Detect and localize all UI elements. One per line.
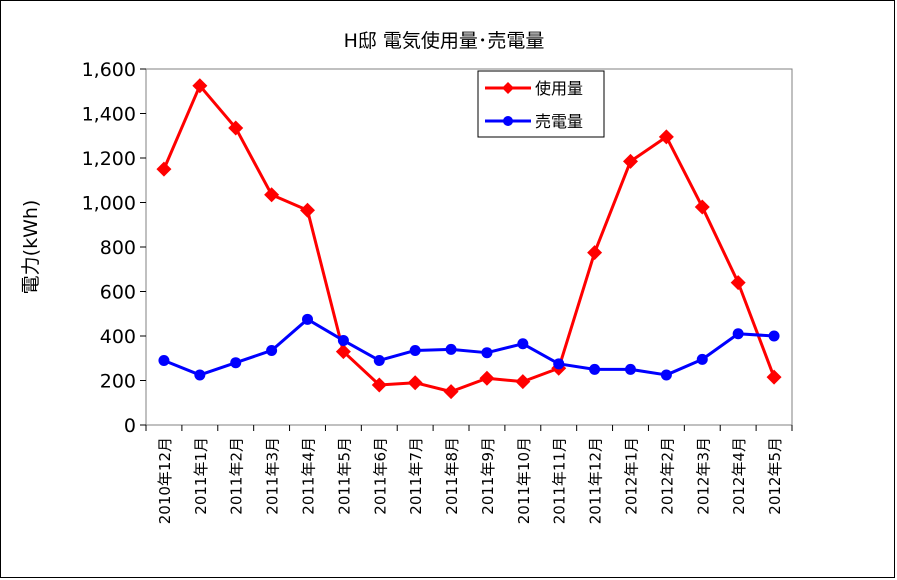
data-point xyxy=(194,369,206,381)
y-tick-label: 200 xyxy=(100,371,136,393)
data-point xyxy=(335,344,351,360)
data-point xyxy=(732,328,744,340)
data-point xyxy=(587,245,603,261)
legend-label-sold: 売電量 xyxy=(535,112,583,131)
data-point xyxy=(192,78,208,94)
data-point xyxy=(766,369,782,385)
legend-box xyxy=(477,70,605,138)
data-point xyxy=(445,343,457,355)
y-tick-label: 400 xyxy=(100,326,136,348)
y-tick-label: 1,400 xyxy=(82,104,136,126)
legend: 使用量 売電量 xyxy=(477,70,605,138)
x-tick-label: 2012年2月 xyxy=(658,437,676,515)
y-tick-label: 600 xyxy=(100,282,136,304)
data-point xyxy=(481,347,493,359)
x-tick-label: 2011年11月 xyxy=(551,437,569,524)
data-point xyxy=(625,363,636,375)
series-layer xyxy=(156,78,782,400)
series-sold xyxy=(158,313,780,381)
x-tick-label: 2011年1月 xyxy=(192,437,210,515)
x-tick-label: 2011年10月 xyxy=(515,437,533,524)
data-point xyxy=(660,369,672,381)
data-point xyxy=(302,313,313,325)
x-tick-label: 2011年7月 xyxy=(407,437,425,515)
x-tick-label: 2012年5月 xyxy=(766,437,784,515)
data-point xyxy=(407,375,423,391)
data-point xyxy=(479,370,495,386)
data-point xyxy=(517,338,529,350)
x-tick-label: 2011年6月 xyxy=(371,437,389,515)
legend-label-usage: 使用量 xyxy=(535,79,583,98)
data-point xyxy=(373,354,385,366)
data-point xyxy=(371,377,387,393)
data-point xyxy=(266,344,278,356)
chart-title: H邸 電気使用量･売電量 xyxy=(344,30,545,52)
data-point xyxy=(158,354,170,366)
x-tick-label: 2011年4月 xyxy=(300,437,318,515)
data-point xyxy=(553,358,565,370)
data-point xyxy=(228,120,244,136)
data-point xyxy=(409,344,421,356)
data-point xyxy=(264,187,280,203)
legend-marker-usage xyxy=(502,82,514,94)
series-usage xyxy=(156,78,782,400)
data-point xyxy=(300,202,315,218)
x-tick-label: 2011年2月 xyxy=(228,437,246,515)
data-point xyxy=(230,357,242,369)
plot-area xyxy=(145,68,793,426)
data-point xyxy=(515,374,531,390)
x-tick-label: 2012年1月 xyxy=(623,437,641,515)
x-axis: 2010年12月 2011年1月 2011年2月 2011年3月 2011年4月 2011… xyxy=(145,425,793,524)
y-tick-label: 0 xyxy=(124,415,136,437)
data-point xyxy=(443,384,459,400)
x-tick-label: 2011年5月 xyxy=(335,437,353,515)
x-tick-label: 2011年3月 xyxy=(264,437,282,515)
series-line xyxy=(163,317,775,377)
y-axis: 0 200 400 600 800 1,000 1,200 1,400 1,600 xyxy=(82,59,146,437)
x-tick-label: 2011年8月 xyxy=(443,437,461,515)
y-tick-label: 1,600 xyxy=(82,59,136,81)
x-tick-label: 2012年3月 xyxy=(694,437,712,515)
data-point xyxy=(768,330,780,342)
data-point xyxy=(694,199,710,215)
data-point xyxy=(623,153,638,169)
x-tick-label: 2011年12月 xyxy=(587,437,605,524)
x-tick-label: 2012年4月 xyxy=(730,437,748,515)
data-point xyxy=(156,161,172,177)
series-line xyxy=(162,84,776,394)
legend-marker-sold xyxy=(503,116,513,126)
data-point xyxy=(658,129,674,145)
y-tick-label: 1,200 xyxy=(82,148,136,170)
y-tick-label: 1,000 xyxy=(82,193,136,215)
y-axis-label: 電力(kWh) xyxy=(20,200,42,295)
data-point xyxy=(730,275,746,291)
data-point xyxy=(589,363,601,375)
y-tick-label: 800 xyxy=(100,237,136,259)
data-point xyxy=(696,353,708,365)
data-point xyxy=(337,334,349,346)
x-tick-label: 2010年12月 xyxy=(156,437,174,524)
x-tick-label: 2011年9月 xyxy=(479,437,497,515)
